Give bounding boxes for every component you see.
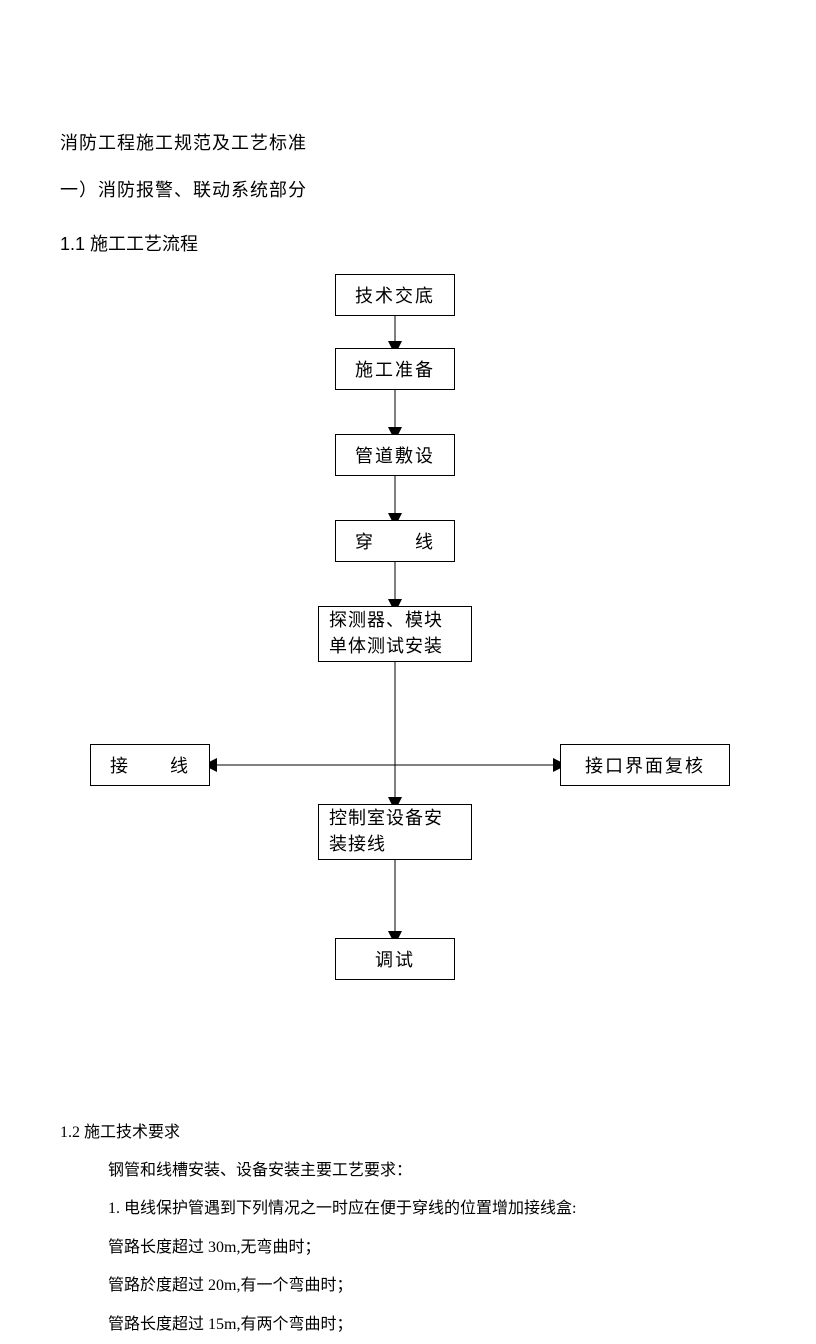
body-p3: 管路於度超过 20m,有一个弯曲时； bbox=[60, 1267, 756, 1305]
flow-node-n8: 控制室设备安 装接线 bbox=[318, 804, 472, 860]
sec-1-2-label: 施工技术要求 bbox=[84, 1124, 180, 1141]
flow-node-n3: 管道敷设 bbox=[335, 434, 455, 476]
flow-node-n7: 接口界面复核 bbox=[560, 744, 730, 786]
section-1-2-block: 1.2 施工技术要求 钢管和线槽安装、设备安装主要工艺要求： 1. 电线保护管遇… bbox=[60, 1114, 756, 1344]
body-p2: 管路长度超过 30m,无弯曲时； bbox=[60, 1229, 756, 1267]
body-p4: 管路长度超过 15m,有两个弯曲时； bbox=[60, 1306, 756, 1344]
section-1-1: 1.1 施工工艺流程 bbox=[60, 230, 756, 256]
sec-1-1-num: 1.1 bbox=[60, 234, 85, 254]
section-1-2: 1.2 施工技术要求 bbox=[60, 1114, 756, 1152]
flow-node-n6: 接 线 bbox=[90, 744, 210, 786]
flowchart: 技术交底施工准备管道敷设穿 线探测器、模块 单体测试安装接 线 接口界面复核控制室… bbox=[60, 274, 760, 1064]
doc-title: 消防工程施工规范及工艺标准 bbox=[60, 120, 756, 167]
flow-node-n5: 探测器、模块 单体测试安装 bbox=[318, 606, 472, 662]
sec-1-1-label: 施工工艺流程 bbox=[90, 234, 198, 254]
body-p0: 钢管和线槽安装、设备安装主要工艺要求： bbox=[60, 1152, 756, 1190]
flow-node-n9: 调试 bbox=[335, 938, 455, 980]
part-heading: 一）消防报警、联动系统部分 bbox=[60, 167, 756, 214]
flow-node-n4: 穿 线 bbox=[335, 520, 455, 562]
flow-node-n2: 施工准备 bbox=[335, 348, 455, 390]
flow-node-n1: 技术交底 bbox=[335, 274, 455, 316]
body-p1: 1. 电线保护管遇到下列情况之一时应在便于穿线的位置增加接线盒: bbox=[60, 1190, 756, 1228]
sec-1-2-num: 1.2 bbox=[60, 1124, 80, 1141]
